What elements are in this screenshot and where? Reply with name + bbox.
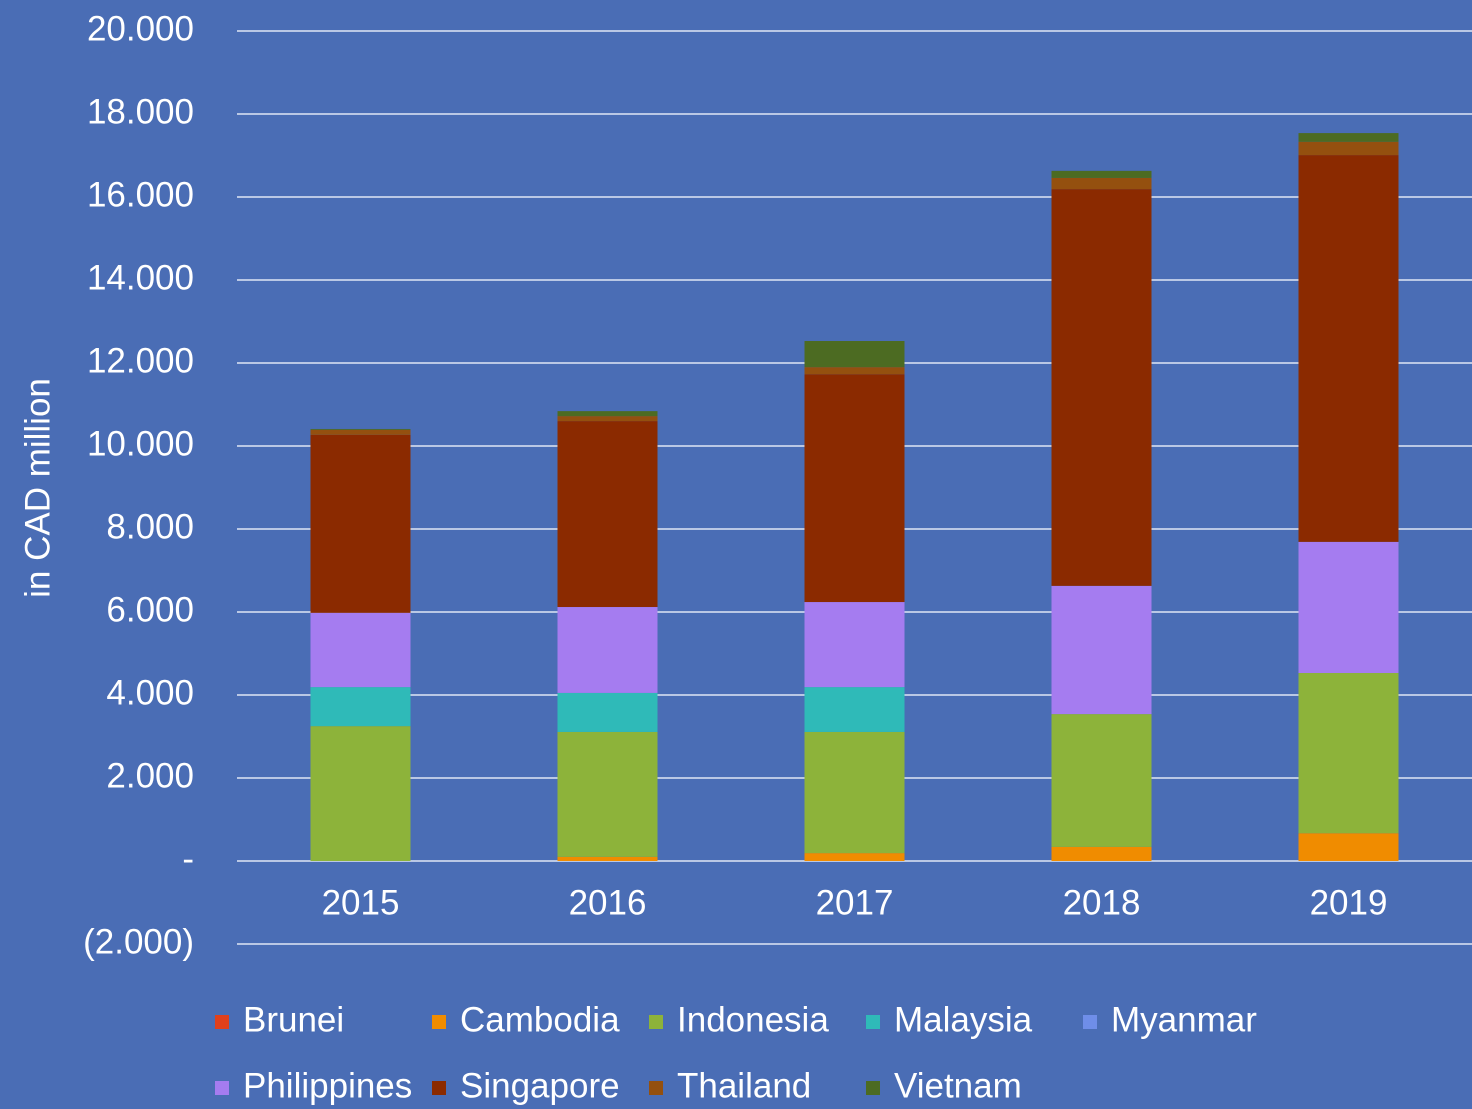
bar-segment — [804, 731, 905, 854]
bar-segment — [310, 428, 411, 430]
y-tick-label: 20.000 — [87, 9, 194, 48]
bar-segment — [557, 411, 658, 417]
legend-swatch — [215, 1015, 229, 1029]
y-tick-label: 16.000 — [87, 175, 194, 214]
y-tick-label: 12.000 — [87, 341, 194, 380]
legend-swatch — [649, 1015, 663, 1029]
bar-segment — [804, 853, 905, 861]
y-tick-label: - — [182, 839, 194, 878]
legend-label: Malaysia — [894, 1000, 1033, 1039]
legend-label: Thailand — [677, 1066, 811, 1105]
legend-swatch — [432, 1015, 446, 1029]
bar-segment — [557, 856, 658, 861]
bar-segment — [1051, 846, 1152, 861]
bar-segment — [1298, 155, 1399, 542]
x-tick-label: 2019 — [1310, 883, 1388, 922]
y-tick-label: 18.000 — [87, 92, 194, 131]
legend-swatch — [215, 1081, 229, 1095]
bar-segment — [804, 687, 905, 732]
y-tick-label: 2.000 — [106, 756, 194, 795]
bar-segment — [557, 416, 658, 422]
y-tick-label: (2.000) — [83, 922, 194, 961]
bar-segment — [1051, 177, 1152, 190]
bar-segment — [804, 367, 905, 375]
bar-segment — [1051, 714, 1152, 847]
y-axis-label: in CAD million — [18, 378, 57, 598]
legend-label: Cambodia — [460, 1000, 620, 1039]
legend-label: Vietnam — [894, 1066, 1022, 1105]
bar-segment — [1298, 133, 1399, 142]
y-tick-label: 4.000 — [106, 673, 194, 712]
bar-segment — [310, 434, 411, 613]
bar-segment — [1298, 141, 1399, 156]
bar-segment — [804, 374, 905, 603]
legend-label: Philippines — [243, 1066, 412, 1105]
bar-segment — [310, 687, 411, 727]
bar-segment — [557, 731, 658, 857]
legend-label: Myanmar — [1111, 1000, 1257, 1039]
legend-swatch — [649, 1081, 663, 1095]
y-tick-label: 6.000 — [106, 590, 194, 629]
bar-segment — [804, 341, 905, 368]
bar-segment — [1051, 170, 1152, 178]
y-tick-label: 10.000 — [87, 424, 194, 463]
bar-segment — [1051, 189, 1152, 586]
bar-segment — [1298, 673, 1399, 834]
legend-swatch — [432, 1081, 446, 1095]
bar-segment — [557, 421, 658, 608]
legend-swatch — [866, 1015, 880, 1029]
bar-segment — [1051, 585, 1152, 715]
bar-segment — [310, 612, 411, 688]
y-tick-label: 14.000 — [87, 258, 194, 297]
bar-segment — [804, 602, 905, 688]
x-tick-label: 2018 — [1063, 883, 1141, 922]
bar-segment — [310, 429, 411, 435]
y-tick-label: 8.000 — [106, 507, 194, 546]
bar-segment — [1298, 541, 1399, 674]
legend-label: Indonesia — [677, 1000, 829, 1039]
x-tick-label: 2015 — [322, 883, 400, 922]
bar-segment — [557, 692, 658, 732]
bar-segment — [310, 726, 411, 861]
x-tick-label: 2017 — [816, 883, 894, 922]
bar-segment — [1298, 833, 1399, 861]
x-tick-label: 2016 — [569, 883, 647, 922]
legend-label: Singapore — [460, 1066, 620, 1105]
legend-swatch — [866, 1081, 880, 1095]
bar-segment — [557, 607, 658, 693]
legend-label: Brunei — [243, 1000, 344, 1039]
legend-swatch — [1083, 1015, 1097, 1029]
